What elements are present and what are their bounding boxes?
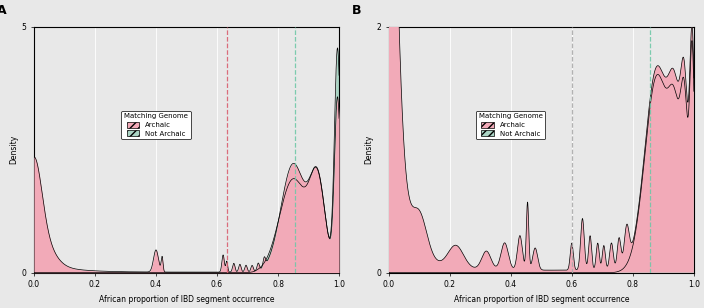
Y-axis label: Density: Density [10, 135, 18, 164]
Legend: Archaic, Not Archaic: Archaic, Not Archaic [476, 111, 546, 140]
X-axis label: African proportion of IBD segment occurrence: African proportion of IBD segment occurr… [99, 295, 275, 304]
Text: B: B [352, 4, 362, 17]
X-axis label: African proportion of IBD segment occurrence: African proportion of IBD segment occurr… [453, 295, 629, 304]
Text: A: A [0, 4, 7, 17]
Y-axis label: Density: Density [365, 135, 373, 164]
Legend: Archaic, Not Archaic: Archaic, Not Archaic [121, 111, 191, 140]
